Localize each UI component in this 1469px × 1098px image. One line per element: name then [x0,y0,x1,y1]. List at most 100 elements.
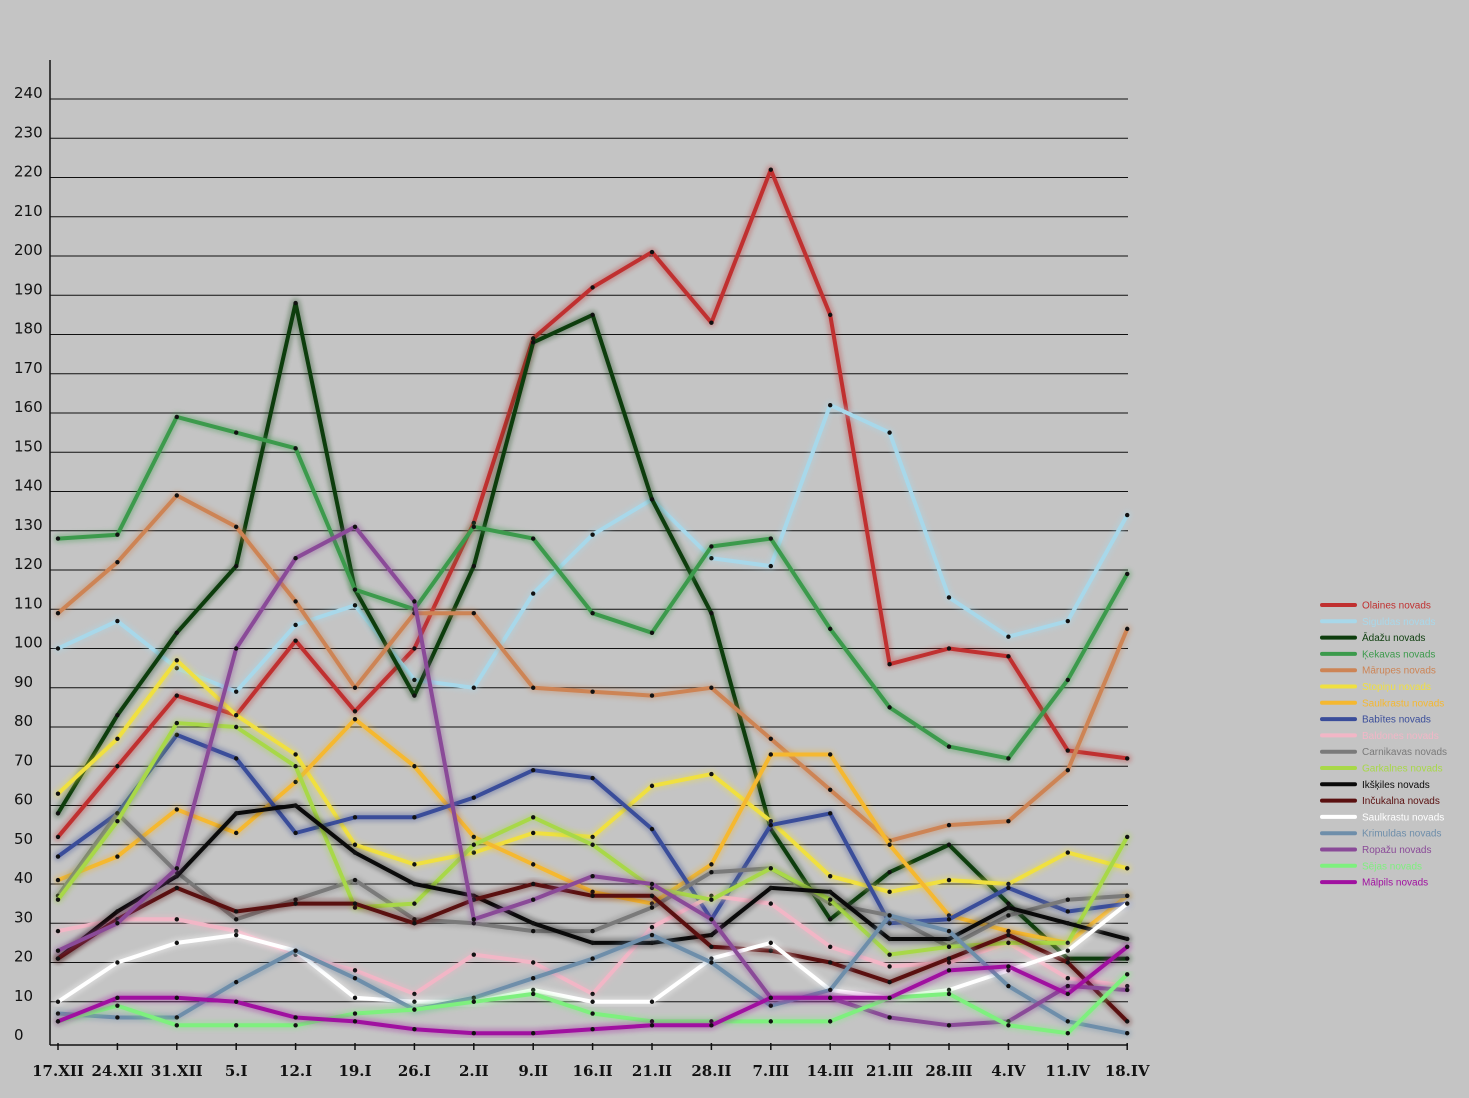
legend-label: Olaines novads [1362,601,1431,612]
x-tick-label: 5.I [225,1062,248,1080]
data-point [412,815,417,820]
x-tick-label: 21.II [632,1062,672,1080]
data-point [412,599,417,604]
data-point [828,917,833,922]
series-glow [53,490,1132,846]
data-point [590,873,595,879]
data-point [234,999,239,1004]
data-point [352,1019,358,1024]
x-tick-label: 14.III [807,1062,854,1080]
y-tick-label: 200 [14,241,43,259]
data-point [352,976,358,981]
data-point [649,905,655,910]
data-point [174,885,179,891]
legend-item: Sējas novads [1320,861,1422,872]
data-point [1006,964,1011,969]
x-tick-label: 28.II [691,1062,731,1080]
data-point [174,493,179,498]
data-point [1006,983,1011,989]
data-point [352,850,358,855]
series-12 [53,879,1132,1026]
data-point [531,815,536,820]
data-point [1006,932,1011,938]
data-point [531,591,536,596]
data-point [412,999,417,1004]
x-tick-label: 18.IV [1105,1062,1150,1080]
data-point [234,713,239,718]
data-point [531,897,536,902]
data-point [412,646,417,651]
data-point [55,791,61,796]
data-point [709,870,714,875]
legend-item: Ādažu novads [1320,632,1425,644]
legend-label: Ķekavas novads [1362,649,1435,660]
data-point [828,889,833,895]
data-point [234,563,239,569]
data-point [1006,913,1011,918]
data-point [887,1015,892,1020]
data-point [649,924,655,930]
data-point [471,524,476,530]
data-point [115,995,120,1001]
data-point [1065,948,1071,953]
series-line [56,493,1130,843]
series-10 [53,718,1132,960]
series-14 [53,910,1132,1038]
series-3 [53,412,1132,763]
legend-item: Babītes novads [1320,715,1431,726]
data-point [946,968,952,973]
data-point [649,630,655,635]
legend-label: Garkalnes novads [1362,764,1443,775]
data-point [55,811,61,816]
y-tick-label: 50 [14,830,33,848]
data-point [234,979,239,985]
y-tick-label: 180 [14,320,43,338]
data-point [55,646,61,651]
legend-label: Baldones novads [1362,731,1439,742]
y-tick-label: 240 [14,84,43,102]
data-point [649,881,655,887]
data-point [293,622,298,628]
data-point [828,787,833,792]
data-point [412,1027,417,1032]
legend-item: Ikšķiles novads [1320,780,1430,791]
series-line [56,301,1130,961]
data-point [649,783,655,789]
y-tick-label: 20 [14,948,33,966]
legend-label: Saulkrastu novads [1362,812,1444,823]
data-point [293,764,298,769]
data-point [55,999,61,1004]
data-point [115,713,120,718]
data-point [531,685,536,690]
data-point [828,626,833,632]
data-point [352,524,358,530]
data-point [590,834,595,840]
data-point [1065,940,1071,946]
data-point [412,764,417,769]
data-point [1006,654,1011,659]
data-point [768,1019,773,1024]
data-point [946,744,952,749]
y-tick-label: 80 [14,712,33,730]
data-point [590,991,595,997]
data-point [709,862,714,867]
y-tick-label: 130 [14,516,43,534]
legend-item: Krimuldas novads [1320,829,1441,840]
x-tick-label: 21.III [866,1062,913,1080]
x-tick-label: 24.XII [92,1062,144,1080]
data-point [1125,756,1130,761]
data-point [352,603,358,608]
data-point [471,842,476,847]
data-point [709,897,714,902]
data-point [352,877,358,883]
data-point [709,771,714,777]
data-point [1125,1019,1130,1024]
data-point [531,960,536,965]
data-point [174,630,179,635]
data-point [709,544,714,549]
y-tick-label: 230 [14,123,43,141]
data-point [293,1015,298,1020]
data-point [352,815,358,820]
legend-item: Olaines novads [1320,601,1431,612]
data-point [887,979,892,985]
